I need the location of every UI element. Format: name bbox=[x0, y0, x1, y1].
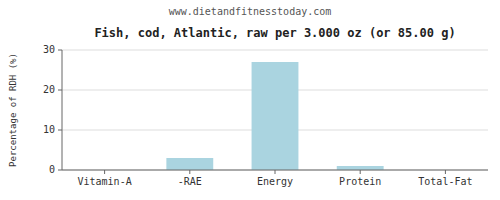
y-tick-label: 0 bbox=[49, 164, 55, 175]
y-tick bbox=[58, 50, 62, 51]
subtitle: www.dietandfitnesstoday.com bbox=[169, 6, 332, 17]
x-tick-label: Total-Fat bbox=[418, 176, 472, 187]
bar bbox=[252, 62, 299, 170]
x-tick-label: Vitamin-A bbox=[78, 176, 132, 187]
y-tick-label: 30 bbox=[43, 44, 55, 55]
y-axis-label: Percentage of RDH (%) bbox=[8, 53, 18, 167]
chart: 0 10 20 30 Vitamin-A -RAE Energy Protein Total-F… bbox=[0, 0, 500, 200]
y-tick bbox=[58, 170, 62, 171]
y-tick bbox=[58, 90, 62, 91]
bars bbox=[166, 62, 383, 170]
bar bbox=[337, 166, 384, 170]
x-tick bbox=[360, 170, 361, 174]
y-axis-line bbox=[62, 50, 63, 170]
x-tick-label: Protein bbox=[339, 176, 381, 187]
grid-line bbox=[62, 50, 488, 51]
x-tick bbox=[104, 170, 105, 174]
title: Fish, cod, Atlantic, raw per 3.000 oz (o… bbox=[94, 26, 455, 40]
y-tick bbox=[58, 130, 62, 131]
bar bbox=[166, 158, 213, 170]
x-tick-label: -RAE bbox=[178, 176, 202, 187]
x-tick-label: Energy bbox=[257, 176, 293, 187]
x-tick bbox=[275, 170, 276, 174]
x-tick bbox=[445, 170, 446, 174]
y-tick-label: 20 bbox=[43, 84, 55, 95]
chart-container: 0 10 20 30 Vitamin-A -RAE Energy Protein Total-F… bbox=[0, 0, 500, 200]
y-tick-label: 10 bbox=[43, 124, 55, 135]
x-tick bbox=[189, 170, 190, 174]
